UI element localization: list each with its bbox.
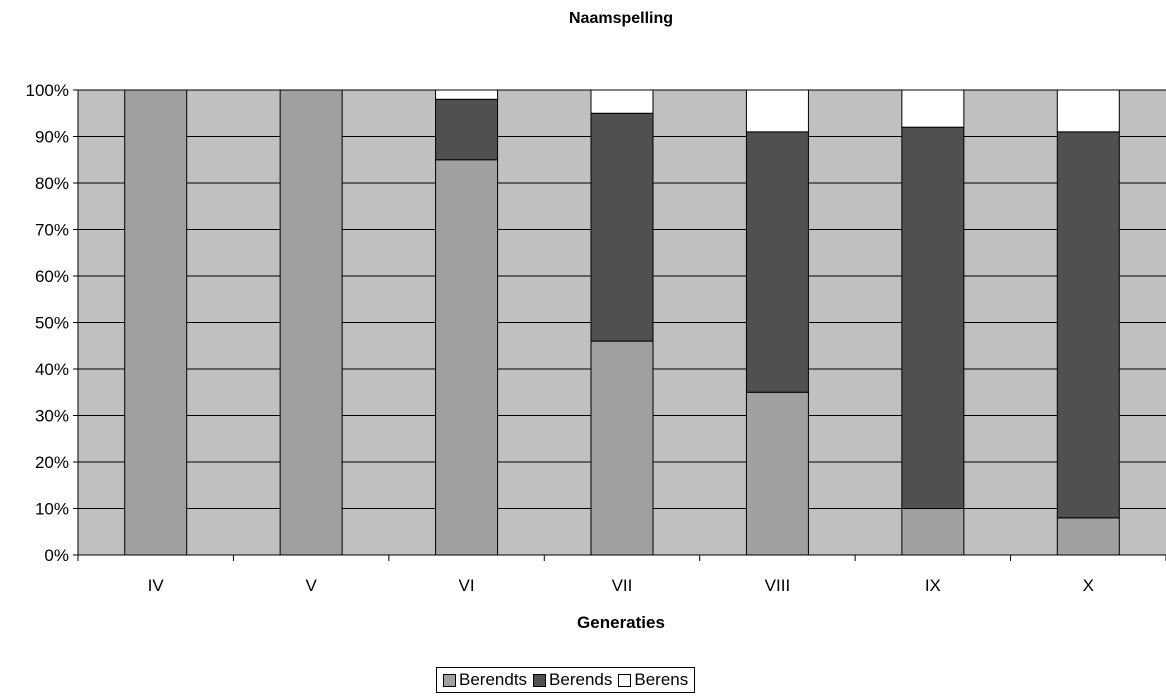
legend-item: Berends xyxy=(533,670,612,690)
y-tick-label: 40% xyxy=(35,360,69,379)
y-tick-label: 100% xyxy=(26,81,69,100)
bar-segment-berendts xyxy=(279,89,343,556)
legend-label: Berends xyxy=(549,670,613,689)
bar-segment-berens xyxy=(901,89,965,128)
y-tick-label: 80% xyxy=(35,174,69,193)
x-tick-label: IX xyxy=(925,576,941,595)
x-axis: IV V VI VII VIII IX X xyxy=(77,554,1166,595)
x-tick-label: IV xyxy=(148,576,165,595)
legend-item: Berendts xyxy=(443,670,527,690)
legend-swatch xyxy=(618,673,632,687)
legend-swatch xyxy=(443,673,456,687)
bars xyxy=(124,89,1120,556)
legend-label: Berens xyxy=(634,670,689,689)
legend-swatch xyxy=(533,673,547,687)
bar-segment-berends xyxy=(590,112,654,342)
y-tick-label: 30% xyxy=(35,407,69,426)
bar-segment-berens xyxy=(590,89,654,114)
x-tick-label: X xyxy=(1083,576,1094,595)
bar-segment-berends xyxy=(745,131,809,393)
x-tick-label: VIII xyxy=(765,576,791,595)
y-axis: 0% 10% 20% 30% 40% 50% 60% 70% 80% 90% 100% xyxy=(26,81,79,565)
legend-label: Berendts xyxy=(459,670,528,689)
bar-segment-berens xyxy=(1056,89,1120,133)
bar-segment-berens xyxy=(435,89,499,100)
bar-segment-berends xyxy=(1056,131,1120,519)
x-tick-label: VII xyxy=(612,576,633,595)
bar-segment-berendts xyxy=(901,508,965,556)
x-axis-title: Generaties xyxy=(577,613,665,632)
bar-segment-berendts xyxy=(1056,517,1120,556)
y-tick-label: 70% xyxy=(35,221,69,240)
y-tick-label: 50% xyxy=(35,314,69,333)
chart-title: Naamspelling xyxy=(569,10,673,27)
y-tick-label: 0% xyxy=(44,546,69,565)
bar-segment-berends xyxy=(901,126,965,509)
bar-segment-berends xyxy=(435,98,499,161)
y-tick-label: 60% xyxy=(35,267,69,286)
bar-segment-berendts xyxy=(124,89,188,556)
bar-segment-berens xyxy=(745,89,809,133)
y-tick-label: 20% xyxy=(35,453,69,472)
bar-segment-berendts xyxy=(590,340,654,556)
y-tick-label: 10% xyxy=(35,500,69,519)
bar-segment-berendts xyxy=(745,391,809,556)
bar-segment-berendts xyxy=(435,159,499,556)
x-tick-label: V xyxy=(305,576,317,595)
y-tick-label: 90% xyxy=(35,128,69,147)
legend-item: Berens xyxy=(618,670,688,690)
x-tick-label: VI xyxy=(459,576,475,595)
legend: Berendts Berends Berens xyxy=(436,667,696,693)
